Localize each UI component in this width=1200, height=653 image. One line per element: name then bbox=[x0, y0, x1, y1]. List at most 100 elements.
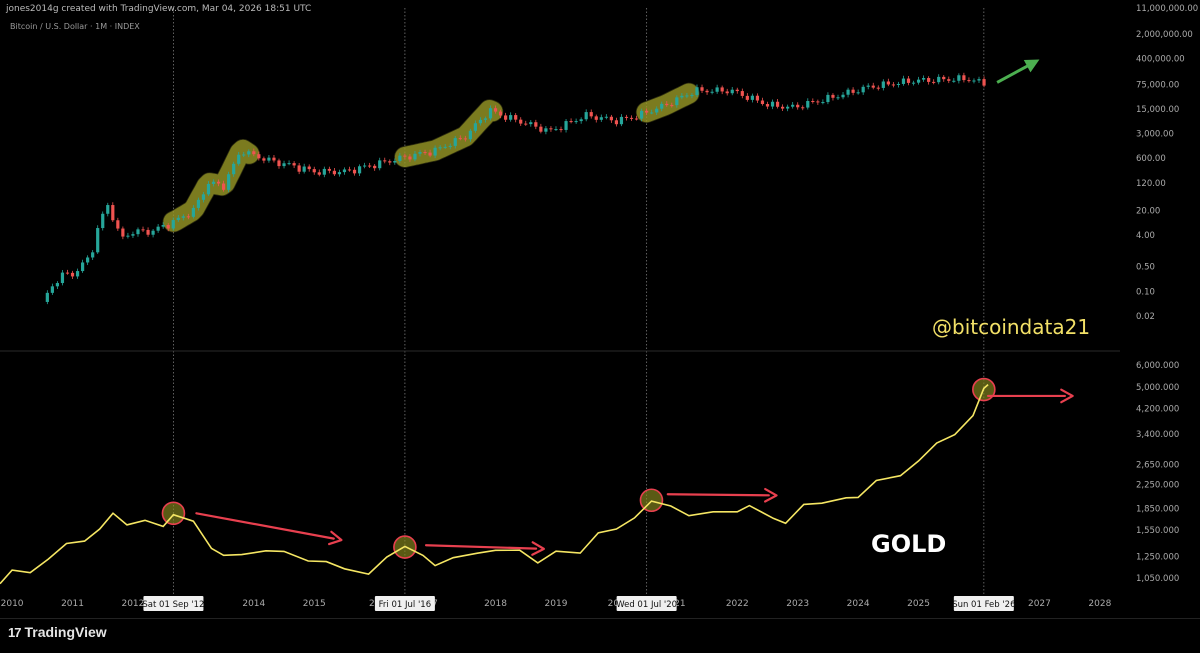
btc-candle-body bbox=[438, 147, 442, 149]
btc-candle-body bbox=[247, 151, 251, 155]
btc-candle-body bbox=[665, 103, 669, 106]
btc-candle-body bbox=[186, 216, 190, 218]
btc-candle-body bbox=[629, 117, 634, 119]
btc-candle-body bbox=[675, 97, 679, 106]
btc-candle-body bbox=[403, 155, 407, 157]
btc-candle-body bbox=[458, 138, 462, 140]
btc-candle-body bbox=[801, 107, 805, 109]
btc-candle-body bbox=[836, 97, 840, 99]
btc-candle-body bbox=[267, 157, 271, 161]
y-tick-label: 600.00 bbox=[1136, 154, 1166, 164]
btc-candle-body bbox=[352, 169, 357, 174]
btc-candle-body bbox=[695, 87, 699, 96]
btc-candle-body bbox=[806, 100, 810, 108]
btc-candle-body bbox=[413, 153, 417, 160]
time-axis[interactable]: 2010 2011 2012 2014 2015 2018 2019 2022 2023 2024… bbox=[1, 596, 1112, 611]
btc-candle-body bbox=[891, 84, 895, 86]
x-tick-label: 2027 bbox=[1028, 599, 1051, 609]
btc-candle-body bbox=[599, 117, 603, 120]
btc-candle-body bbox=[498, 111, 503, 116]
btc-candle-body bbox=[116, 220, 120, 229]
gold-price-line bbox=[0, 384, 989, 585]
btc-candle-body bbox=[504, 115, 508, 120]
y-tick-label: 3,000.00 bbox=[1136, 130, 1174, 140]
btc-candle-body bbox=[166, 225, 170, 229]
y-tick-label: 1,550.000 bbox=[1136, 526, 1179, 536]
btc-candle-body bbox=[45, 292, 49, 302]
tradingview-logo[interactable]: 17 TradingView bbox=[8, 624, 107, 640]
btc-candle-body bbox=[347, 169, 352, 171]
btc-candle-body bbox=[121, 228, 125, 237]
btc-candle-body bbox=[292, 163, 296, 166]
btc-candle-body bbox=[524, 123, 528, 125]
btc-candle-body bbox=[493, 108, 498, 112]
red-arrow-shaft bbox=[195, 512, 335, 540]
btc-candle-body bbox=[488, 108, 493, 119]
btc-candle-body bbox=[957, 75, 961, 81]
btc-candle-body bbox=[282, 163, 286, 167]
btc-candle-body bbox=[655, 108, 659, 113]
btc-candle-body bbox=[448, 145, 452, 147]
btc-candle-body bbox=[922, 78, 926, 80]
y-tick-label: 3,400.000 bbox=[1136, 430, 1179, 440]
btc-candle-body bbox=[519, 119, 523, 124]
y-tick-label: 0.02 bbox=[1136, 312, 1155, 322]
btc-candle-body bbox=[297, 165, 301, 172]
btc-candle-body bbox=[927, 78, 931, 82]
y-tick-label: 75,000.00 bbox=[1136, 80, 1179, 90]
btc-candle-body bbox=[463, 138, 467, 140]
btc-candle-body bbox=[408, 156, 412, 160]
btc-candle-body bbox=[161, 225, 165, 227]
btc-candle-body bbox=[101, 213, 105, 229]
btc-candle-body bbox=[775, 101, 780, 107]
btc-candle-body bbox=[715, 87, 719, 92]
btc-candle-body bbox=[307, 166, 311, 170]
btc-candle-body bbox=[201, 194, 206, 200]
btc-candle-body bbox=[942, 76, 946, 80]
gold-price-axis[interactable]: 6,000.000 5,000.000 4,200.000 3,400.000 2,65… bbox=[1136, 361, 1179, 584]
btc-candle-body bbox=[624, 116, 629, 118]
y-tick-label: 4,200.000 bbox=[1136, 404, 1179, 414]
btc-candle-body bbox=[332, 170, 336, 175]
btc-candle-body bbox=[252, 151, 256, 155]
btc-candle-body bbox=[589, 112, 593, 117]
btc-candle-body bbox=[80, 262, 85, 272]
btc-candle-body bbox=[378, 160, 382, 169]
y-tick-label: 20.00 bbox=[1136, 206, 1160, 216]
btc-candle-body bbox=[373, 165, 377, 169]
btc-candle-body bbox=[866, 85, 870, 87]
btc-candle-body bbox=[262, 158, 266, 161]
btc-highlight-segment bbox=[163, 139, 259, 232]
btc-candle-body bbox=[257, 154, 261, 159]
btc-candle-body bbox=[690, 95, 694, 97]
btc-candle-body bbox=[660, 103, 664, 109]
btc-candle-body bbox=[781, 106, 785, 109]
x-tick-label: 2019 bbox=[545, 599, 568, 609]
btc-candle-body bbox=[156, 226, 160, 231]
btc-highlight-outline bbox=[394, 99, 504, 168]
y-tick-label: 120.00 bbox=[1136, 179, 1166, 189]
x-tick-label: 2023 bbox=[786, 599, 809, 609]
crosshair-date-box bbox=[616, 596, 677, 611]
tradingview-logo-icon: 17 bbox=[8, 624, 22, 640]
footer-bar bbox=[0, 618, 1200, 653]
red-arrow-head bbox=[1060, 388, 1074, 404]
btc-candle-body bbox=[584, 112, 588, 120]
btc-candle-body bbox=[831, 94, 835, 98]
btc-candle-body bbox=[277, 160, 281, 167]
btc-candle-body bbox=[317, 172, 321, 175]
y-tick-label: 2,250.000 bbox=[1136, 481, 1179, 491]
btc-candle-body bbox=[786, 106, 790, 109]
y-tick-label: 15,000.00 bbox=[1136, 105, 1179, 115]
crosshair-date-label: Fri 01 Jul '16 bbox=[379, 600, 431, 610]
btc-candle-body bbox=[906, 78, 911, 83]
y-tick-label: 400,000.00 bbox=[1136, 55, 1185, 65]
green-arrow bbox=[996, 59, 1040, 84]
x-tick-label-partial: 20 bbox=[608, 599, 620, 609]
btc-candle-body bbox=[222, 183, 226, 190]
btc-candle-body bbox=[478, 119, 483, 124]
btc-candle-body bbox=[720, 87, 724, 92]
btc-candle-body bbox=[881, 81, 885, 88]
btc-price-axis[interactable]: 11,000,000.00 2,000,000.00 400,000.00 75,00… bbox=[1136, 4, 1198, 322]
